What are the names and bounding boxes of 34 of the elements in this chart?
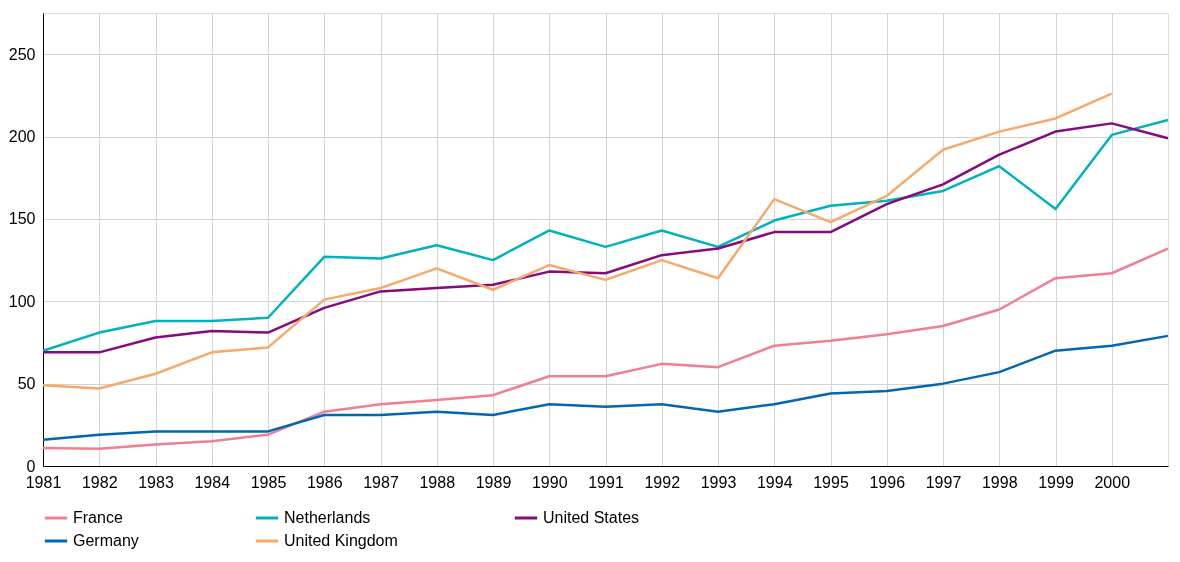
x-tick-label: 1988 — [419, 473, 456, 491]
y-tick-label: 250 — [8, 45, 36, 63]
legend-label: United States — [543, 509, 640, 526]
y-tick-label: 0 — [26, 457, 36, 475]
x-tick-label: 1993 — [700, 473, 737, 491]
x-tick-label: 1995 — [813, 473, 849, 491]
x-tick-label: 2000 — [1094, 473, 1131, 491]
x-tick-label: 1992 — [644, 473, 681, 491]
x-tick-label: 1989 — [475, 473, 512, 491]
x-tick-label: 1999 — [1038, 473, 1074, 491]
x-tick-label: 1985 — [250, 473, 287, 491]
x-tick-label: 1981 — [25, 473, 62, 491]
y-tick-label: 200 — [8, 128, 36, 146]
line-series — [41, 247, 1170, 450]
legend-label: France — [73, 509, 123, 526]
x-tick-label: 1982 — [81, 473, 118, 491]
x-tick-label: 1984 — [194, 473, 231, 491]
x-tick-label: 1997 — [925, 473, 962, 491]
y-tick-label: 100 — [8, 292, 36, 310]
x-tick-label: 1986 — [306, 473, 343, 491]
y-tick-label: 150 — [8, 210, 36, 228]
x-tick-label: 1987 — [363, 473, 399, 491]
x-tick-label: 1983 — [138, 473, 174, 491]
x-tick-label: 1998 — [981, 473, 1018, 491]
line-series — [41, 92, 1113, 390]
x-tick-label: 1991 — [588, 473, 624, 491]
x-tick-label: 1994 — [756, 473, 793, 491]
y-tick-label: 50 — [17, 375, 36, 393]
line-series — [41, 334, 1170, 441]
legend-label: Germany — [73, 532, 139, 549]
x-tick-label: 1996 — [869, 473, 906, 491]
legend-label: United Kingdom — [284, 532, 398, 549]
legend-label: Netherlands — [284, 509, 371, 526]
x-tick-label: 1990 — [531, 473, 568, 491]
